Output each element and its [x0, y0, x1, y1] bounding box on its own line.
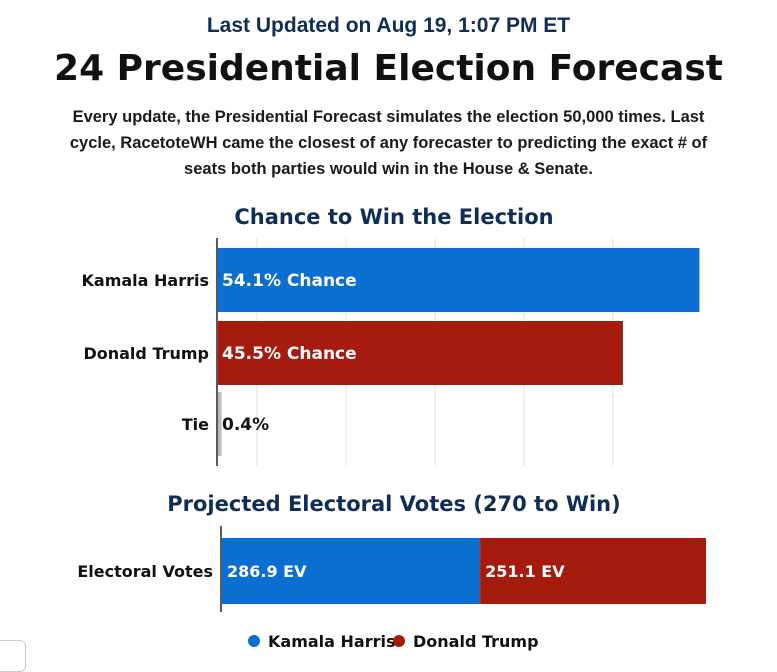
chart2-title: Projected Electoral Votes (270 to Win) [167, 492, 620, 516]
chart2-data-label: 286.9 EV [227, 562, 307, 581]
chart1-data-label: 45.5% Chance [222, 344, 357, 364]
forecast-charts: Chance to Win the Election Kamala Harris 5… [77, 205, 706, 651]
legend-label: Kamala Harris [268, 632, 396, 651]
chart1-category-label: Kamala Harris [82, 271, 210, 290]
chart1-bar-0 [218, 248, 700, 312]
chart1-bar-2 [218, 392, 222, 456]
chart1-data-label: 54.1% Chance [222, 271, 357, 291]
forecast-description: Every update, the Presidential Forecast … [69, 108, 708, 178]
legend-marker-0 [248, 635, 260, 647]
chart2-category-label: Electoral Votes [77, 562, 213, 581]
corner-widget [0, 640, 26, 672]
chart2-bar-segment-0 [222, 538, 481, 604]
chart1-bar-1 [218, 321, 623, 385]
legend-marker-1 [393, 635, 405, 647]
chart1-category-label: Tie [182, 415, 209, 434]
last-updated-text: Last Updated on Aug 19, 1:07 PM ET [206, 14, 571, 37]
chart1-data-label: 0.4% [222, 415, 269, 435]
chart2-data-label: 251.1 EV [485, 562, 565, 581]
page-title: 24 Presidential Election Forecast [54, 48, 723, 89]
chart1-title: Chance to Win the Election [234, 205, 553, 229]
chart2-bar-segment-1 [480, 538, 706, 604]
chart1-category-label: Donald Trump [83, 344, 209, 363]
legend-label: Donald Trump [413, 632, 539, 651]
